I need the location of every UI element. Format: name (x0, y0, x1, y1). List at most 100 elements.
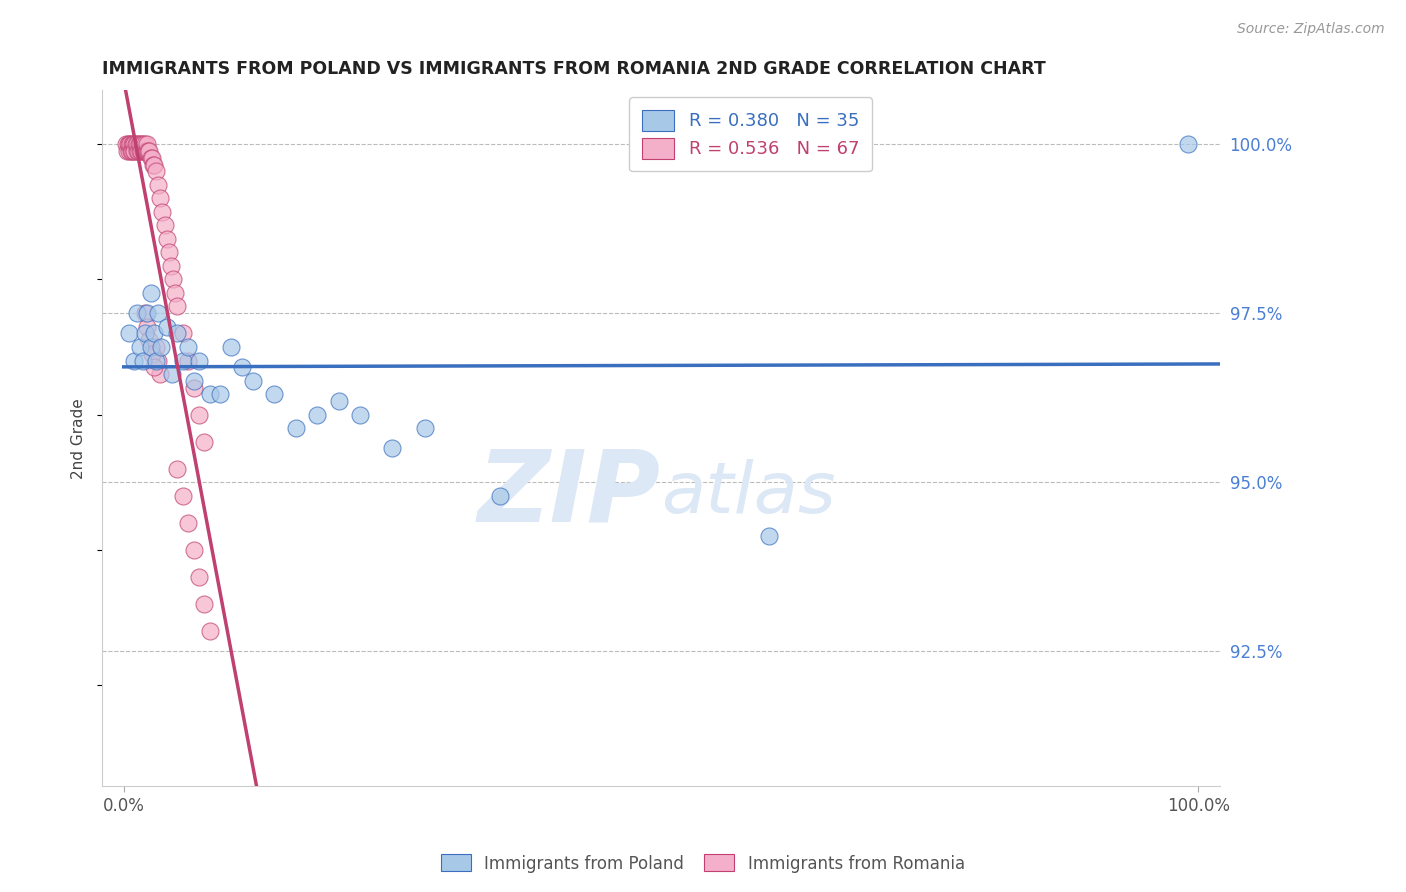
Point (172, 326, 194, 341)
Point (177, 340, 200, 354)
Point (187, 570, 209, 584)
Point (134, 144, 156, 158)
Legend: R = 0.380   N = 35, R = 0.536   N = 67: R = 0.380 N = 35, R = 0.536 N = 67 (628, 97, 872, 171)
Point (132, 144, 155, 158)
Point (1177, 137, 1199, 152)
Point (284, 421, 307, 435)
Point (165, 285, 187, 300)
Text: atlas: atlas (661, 459, 835, 528)
Point (125, 306, 148, 320)
Point (142, 158, 165, 172)
Point (141, 347, 163, 361)
Point (134, 144, 156, 158)
Point (134, 306, 156, 320)
Point (160, 259, 183, 273)
Point (183, 374, 205, 388)
Point (139, 285, 162, 300)
Point (118, 137, 141, 152)
Point (153, 219, 176, 233)
Legend: Immigrants from Poland, Immigrants from Romania: Immigrants from Poland, Immigrants from … (434, 847, 972, 880)
Point (198, 624, 221, 638)
Point (172, 353, 194, 368)
Point (120, 144, 142, 158)
Point (138, 333, 160, 347)
Point (187, 408, 209, 422)
Point (219, 340, 242, 354)
Point (141, 151, 163, 165)
Point (124, 353, 146, 368)
Point (146, 178, 169, 192)
Point (349, 408, 371, 422)
Point (187, 353, 209, 368)
Point (166, 461, 188, 475)
Point (120, 137, 142, 152)
Point (489, 489, 512, 503)
Point (231, 360, 253, 375)
Point (183, 542, 205, 557)
Point (125, 144, 148, 158)
Point (124, 144, 146, 158)
Point (117, 137, 139, 152)
Point (166, 326, 188, 341)
Point (128, 137, 150, 152)
Point (131, 137, 153, 152)
Point (127, 144, 149, 158)
Point (162, 272, 184, 286)
Point (128, 137, 150, 152)
Point (146, 353, 169, 368)
Point (145, 340, 167, 354)
Point (156, 319, 179, 334)
Point (124, 144, 146, 158)
Point (160, 367, 183, 381)
Point (177, 353, 200, 368)
Point (157, 245, 180, 260)
Point (115, 144, 138, 158)
Point (134, 137, 156, 152)
Point (138, 144, 160, 158)
Text: Source: ZipAtlas.com: Source: ZipAtlas.com (1237, 22, 1385, 37)
Point (758, 529, 780, 543)
Point (145, 353, 167, 368)
Point (209, 387, 232, 401)
Point (139, 151, 162, 165)
Point (145, 164, 167, 178)
Point (139, 340, 162, 354)
Text: IMMIGRANTS FROM POLAND VS IMMIGRANTS FROM ROMANIA 2ND GRADE CORRELATION CHART: IMMIGRANTS FROM POLAND VS IMMIGRANTS FRO… (103, 60, 1046, 78)
Point (121, 137, 143, 152)
Point (149, 367, 172, 381)
Point (413, 421, 436, 435)
Point (134, 326, 156, 341)
Point (152, 205, 174, 219)
Point (307, 408, 329, 422)
Point (172, 489, 194, 503)
Point (142, 158, 165, 172)
Point (118, 144, 141, 158)
Point (263, 387, 285, 401)
Point (122, 137, 145, 152)
Point (132, 353, 155, 368)
Point (193, 434, 215, 449)
Point (125, 137, 148, 152)
Point (166, 300, 188, 314)
Point (124, 137, 146, 152)
Point (183, 380, 205, 394)
Point (136, 144, 159, 158)
Point (193, 597, 215, 611)
Point (328, 394, 350, 409)
Point (132, 137, 155, 152)
Point (156, 232, 179, 246)
Point (381, 442, 404, 456)
Point (129, 144, 152, 158)
Point (142, 360, 165, 375)
Point (121, 144, 143, 158)
Point (142, 326, 165, 341)
Point (124, 137, 146, 152)
Text: ZIP: ZIP (478, 445, 661, 542)
Point (177, 516, 200, 530)
Point (135, 144, 157, 158)
Point (136, 306, 159, 320)
Point (242, 374, 264, 388)
Point (138, 144, 160, 158)
Point (149, 191, 172, 205)
Point (136, 137, 159, 152)
